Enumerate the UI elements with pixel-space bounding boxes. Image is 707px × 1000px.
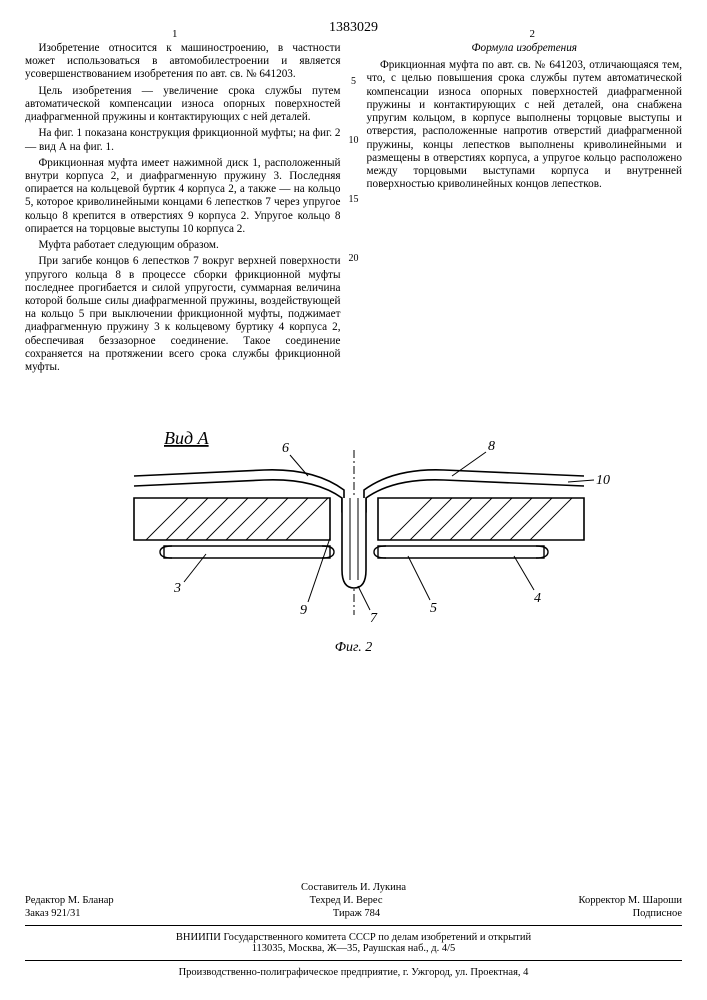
divider bbox=[25, 925, 682, 926]
line-marker: 15 bbox=[347, 194, 361, 205]
techred: Техред И. Верес bbox=[310, 895, 383, 906]
sign: Подписное bbox=[633, 908, 682, 919]
order-no: Заказ 921/31 bbox=[25, 908, 80, 919]
line-marker: 10 bbox=[347, 135, 361, 146]
footer: Составитель И. Лукина Редактор М. Бланар… bbox=[25, 882, 682, 978]
paragraph: Цель изобретения — увеличение срока служ… bbox=[25, 85, 341, 125]
paragraph: Муфта работает следующим образом. bbox=[25, 239, 341, 252]
svg-text:9: 9 bbox=[300, 603, 307, 618]
paragraph: При загибе концов 6 лепестков 7 вокруг в… bbox=[25, 255, 341, 374]
tirage: Тираж 784 bbox=[333, 908, 380, 919]
line-marker: 20 bbox=[347, 253, 361, 264]
compiler-line: Составитель И. Лукина bbox=[25, 882, 682, 893]
editor: Редактор М. Бланар bbox=[25, 895, 114, 906]
svg-text:8: 8 bbox=[488, 439, 495, 454]
page-sheet: 1383029 1 2 5 10 15 20 Изобретение относ… bbox=[0, 0, 707, 710]
col-num-left: 1 bbox=[172, 28, 178, 40]
figure-svg: Вид А bbox=[94, 420, 614, 640]
paragraph: Изобретение относится к машиностроению, … bbox=[25, 42, 341, 82]
line-marker: 5 bbox=[347, 76, 361, 87]
svg-text:10: 10 bbox=[596, 473, 610, 488]
credits-row: Редактор М. Бланар Техред И. Верес Корре… bbox=[25, 895, 682, 906]
svg-text:6: 6 bbox=[282, 441, 289, 456]
claim-text: Фрикционная муфта по авт. св. № 641203, … bbox=[367, 59, 683, 191]
svg-text:5: 5 bbox=[430, 601, 437, 616]
svg-text:7: 7 bbox=[370, 611, 378, 626]
paragraph: На фиг. 1 показана конструкция фрикционн… bbox=[25, 127, 341, 153]
org-line-1: ВНИИПИ Государственного комитета СССР по… bbox=[25, 932, 682, 943]
claims-title: Формула изобретения bbox=[367, 42, 683, 55]
col-num-right: 2 bbox=[530, 28, 536, 40]
svg-text:4: 4 bbox=[534, 591, 541, 606]
divider bbox=[25, 960, 682, 961]
patent-number: 1383029 bbox=[25, 20, 682, 36]
figure-caption: Фиг. 2 bbox=[25, 640, 682, 656]
corrector: Корректор М. Шароши bbox=[579, 895, 682, 906]
svg-text:3: 3 bbox=[173, 581, 181, 596]
figure-2: Вид А bbox=[25, 420, 682, 700]
view-label: Вид А bbox=[164, 428, 210, 448]
org-line-2: Производственно-полиграфическое предприя… bbox=[25, 967, 682, 978]
line-number-gutter: 5 10 15 20 bbox=[347, 42, 361, 264]
order-row: Заказ 921/31 Тираж 784 Подписное bbox=[25, 908, 682, 919]
addr-line-1: 113035, Москва, Ж—35, Раушская наб., д. … bbox=[25, 943, 682, 954]
paragraph: Фрикционная муфта имеет нажимной диск 1,… bbox=[25, 157, 341, 236]
